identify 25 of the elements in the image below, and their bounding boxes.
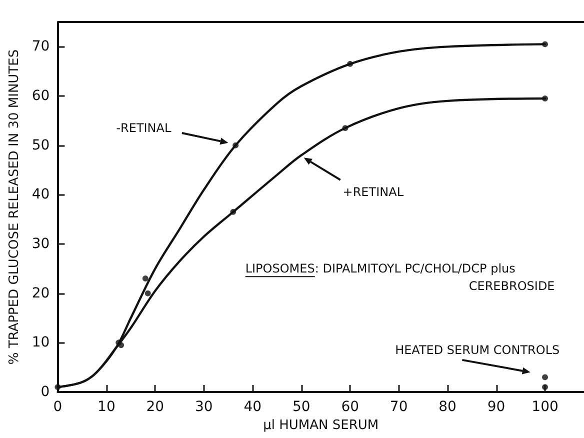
y-tick-label: 50 xyxy=(32,137,50,154)
x-tick-label: 80 xyxy=(438,399,456,415)
x-tick-label: 10 xyxy=(98,399,116,415)
x-tick-label: 20 xyxy=(146,399,164,415)
annotation: LIPOSOMES: DIPALMITOYL PC/CHOL/DCP plus CEREBROSIDE xyxy=(245,262,555,293)
y-tick-label: 10 xyxy=(32,334,50,351)
y-tick-label: 0 xyxy=(40,384,50,400)
x-tick-label: 100 xyxy=(532,399,558,415)
x-tick-label: 50 xyxy=(292,399,310,415)
x-axis-title: μl HUMAN SERUM xyxy=(263,418,379,433)
x-tick-label: 40 xyxy=(244,399,262,415)
y-axis-title: % TRAPPED GLUCOSE RELEASED IN 30 MINUTES xyxy=(7,49,22,365)
x-tick-label: 60 xyxy=(341,399,360,415)
y-tick-label: 20 xyxy=(32,285,50,302)
x-tick-label: 90 xyxy=(487,399,506,415)
annotation: HEATED SERUM CONTROLS xyxy=(395,343,560,358)
x-tick-label: 70 xyxy=(390,399,408,415)
y-tick-label: 60 xyxy=(32,88,50,104)
x-tick-label: 0 xyxy=(53,399,62,415)
y-tick-label: 30 xyxy=(32,236,50,252)
annotation: -RETINAL xyxy=(116,121,172,136)
x-tick-label: 30 xyxy=(194,399,213,415)
annotation: +RETINAL xyxy=(342,185,404,200)
y-tick-label: 70 xyxy=(32,38,50,55)
y-tick-label: 40 xyxy=(32,186,50,203)
